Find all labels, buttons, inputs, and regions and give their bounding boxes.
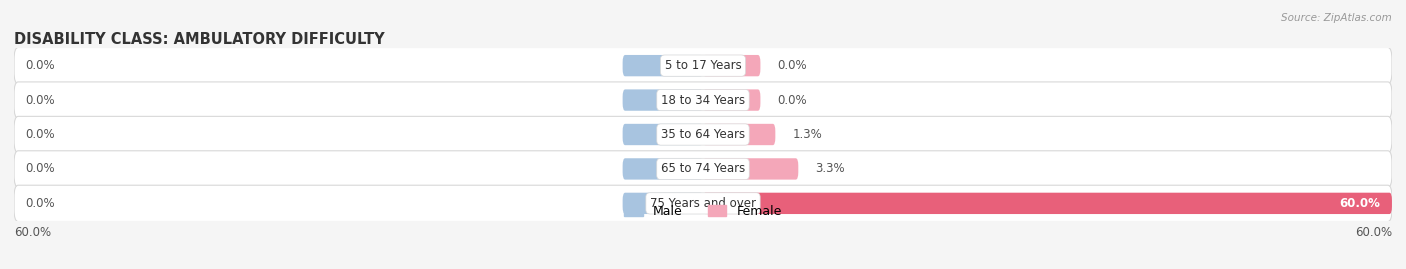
Text: 3.3%: 3.3% — [815, 162, 845, 175]
FancyBboxPatch shape — [623, 124, 703, 145]
Text: 0.0%: 0.0% — [25, 162, 55, 175]
Text: 0.0%: 0.0% — [778, 94, 807, 107]
Text: 35 to 64 Years: 35 to 64 Years — [661, 128, 745, 141]
Text: 5 to 17 Years: 5 to 17 Years — [665, 59, 741, 72]
Text: 65 to 74 Years: 65 to 74 Years — [661, 162, 745, 175]
Text: 75 Years and over: 75 Years and over — [650, 197, 756, 210]
FancyBboxPatch shape — [703, 55, 761, 76]
Text: 0.0%: 0.0% — [778, 59, 807, 72]
Text: 60.0%: 60.0% — [1340, 197, 1381, 210]
Text: 0.0%: 0.0% — [25, 94, 55, 107]
FancyBboxPatch shape — [703, 158, 799, 180]
FancyBboxPatch shape — [14, 151, 1392, 187]
Text: 0.0%: 0.0% — [25, 197, 55, 210]
Text: 60.0%: 60.0% — [1355, 226, 1392, 239]
FancyBboxPatch shape — [703, 124, 775, 145]
Text: 1.3%: 1.3% — [793, 128, 823, 141]
FancyBboxPatch shape — [623, 55, 703, 76]
Text: DISABILITY CLASS: AMBULATORY DIFFICULTY: DISABILITY CLASS: AMBULATORY DIFFICULTY — [14, 32, 385, 47]
FancyBboxPatch shape — [14, 116, 1392, 153]
Text: 18 to 34 Years: 18 to 34 Years — [661, 94, 745, 107]
FancyBboxPatch shape — [14, 48, 1392, 84]
FancyBboxPatch shape — [703, 89, 761, 111]
FancyBboxPatch shape — [14, 185, 1392, 221]
FancyBboxPatch shape — [703, 193, 1392, 214]
Legend: Male, Female: Male, Female — [619, 200, 787, 223]
Text: 60.0%: 60.0% — [14, 226, 51, 239]
Text: 0.0%: 0.0% — [25, 59, 55, 72]
Text: 0.0%: 0.0% — [25, 128, 55, 141]
FancyBboxPatch shape — [14, 82, 1392, 118]
FancyBboxPatch shape — [623, 193, 703, 214]
FancyBboxPatch shape — [623, 89, 703, 111]
FancyBboxPatch shape — [623, 158, 703, 180]
Text: Source: ZipAtlas.com: Source: ZipAtlas.com — [1281, 13, 1392, 23]
